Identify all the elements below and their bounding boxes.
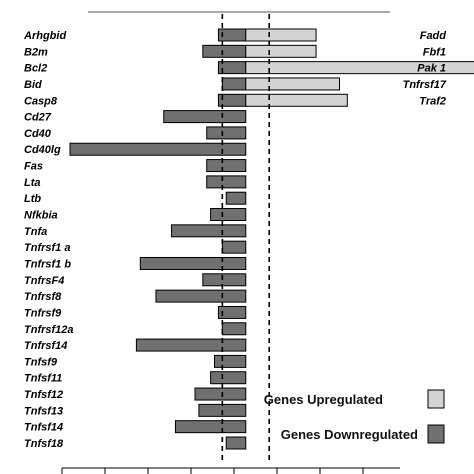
bar-up-0	[245, 28, 317, 42]
gene-label-left-23: Tnfsf13	[24, 405, 63, 417]
gene-label-left-2: Bcl2	[24, 63, 47, 75]
legend-swatch-down	[427, 424, 445, 444]
legend: Genes Upregulated Genes Downregulated	[264, 389, 445, 444]
bar-down-22	[194, 387, 247, 401]
bar-down-18	[221, 322, 247, 336]
gene-label-left-1: B2m	[24, 46, 48, 58]
bar-down-6	[206, 126, 247, 140]
gene-label-left-16: Tnfrsf8	[24, 291, 62, 303]
x-axis	[61, 467, 400, 474]
gene-label-left-14: Tnfrsf1 b	[24, 258, 71, 270]
gene-label-left-8: Fas	[24, 161, 43, 173]
bar-down-1	[202, 44, 247, 58]
gene-label-left-20: Tnfsf9	[24, 356, 58, 368]
gene-label-right-2: Pak 1	[417, 63, 446, 75]
gene-label-right-0: Fadd	[420, 30, 447, 42]
bar-up-4	[245, 93, 348, 107]
gene-label-right-4: Traf2	[419, 95, 446, 107]
gene-label-left-11: Nfkbia	[24, 210, 58, 222]
gene-label-left-22: Tnfsf12	[24, 389, 63, 401]
bar-down-9	[206, 175, 247, 189]
gene-label-right-1: Fbf1	[423, 46, 446, 58]
gene-label-left-12: Tnfa	[24, 226, 47, 238]
gene-label-left-15: TnfrsF4	[24, 275, 64, 287]
gene-label-right-3: Tnfrsf17	[403, 79, 447, 91]
bar-group	[69, 28, 474, 450]
threshold-lines	[221, 14, 271, 460]
gene-label-left-9: Lta	[24, 177, 41, 189]
gene-label-left-25: Tnfsf18	[24, 438, 64, 450]
legend-swatch-up	[427, 389, 445, 409]
gene-label-left-7: Cd40lg	[24, 144, 61, 156]
legend-label-down: Genes Downregulated	[281, 427, 418, 442]
bar-down-20	[214, 354, 247, 368]
gene-label-left-5: Cd27	[24, 112, 52, 124]
gene-label-left-0: Arhgbid	[23, 30, 66, 42]
bar-down-19	[135, 338, 247, 352]
gene-label-left-13: Tnfrsf1 a	[24, 242, 70, 254]
gene-label-left-19: Tnfrsf14	[24, 340, 67, 352]
bar-down-16	[155, 289, 247, 303]
bar-down-24	[174, 420, 247, 434]
bar-down-15	[202, 273, 247, 287]
bar-down-13	[221, 240, 247, 254]
bar-down-5	[163, 110, 247, 124]
bar-down-14	[139, 256, 247, 270]
bar-down-11	[210, 208, 247, 222]
bar-down-12	[171, 224, 247, 238]
bar-up-2	[245, 61, 474, 75]
gene-label-left-4: Casp8	[24, 95, 58, 107]
bar-down-25	[225, 436, 247, 450]
bar-down-10	[225, 191, 247, 205]
bar-down-7	[69, 142, 247, 156]
bar-up-3	[245, 77, 341, 91]
label-group: Arhgbid Fadd B2m Fbf1 Bcl2 Pak 1 Bid Tnfrsf17 Ca…	[23, 30, 447, 450]
gene-label-left-17: Tnfrsf9	[24, 307, 62, 319]
gene-label-left-10: Ltb	[24, 193, 41, 205]
legend-label-up: Genes Upregulated	[264, 392, 383, 407]
bar-down-21	[210, 371, 247, 385]
gene-label-left-6: Cd40	[24, 128, 52, 140]
gene-label-left-18: Tnfrsf12a	[24, 324, 74, 336]
bar-down-8	[206, 159, 247, 173]
gene-label-left-24: Tnfsf14	[24, 422, 63, 434]
gene-label-left-21: Tnfsf11	[24, 373, 62, 385]
gene-label-left-3: Bid	[24, 79, 42, 91]
bar-up-1	[245, 44, 317, 58]
bar-down-17	[217, 305, 247, 319]
bar-down-3	[221, 77, 247, 91]
